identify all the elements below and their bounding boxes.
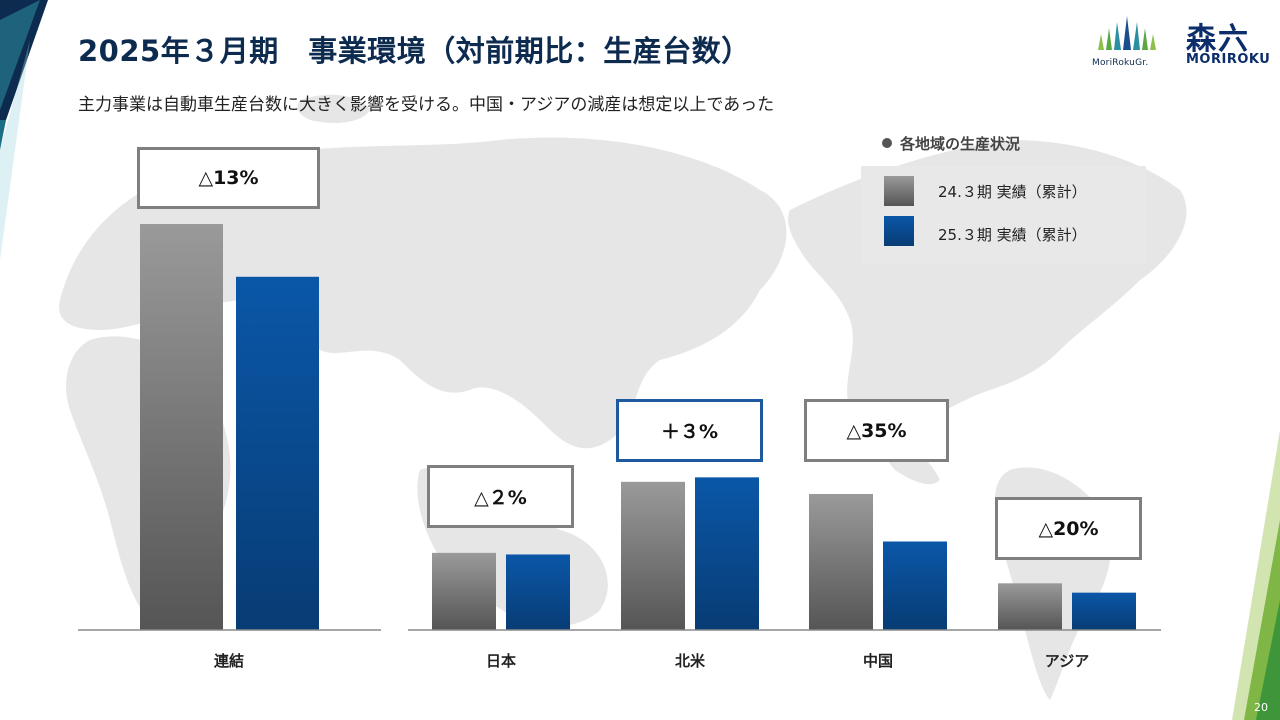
legend-swatch-prior [884, 176, 914, 206]
change-box-japan: △２% [427, 465, 574, 528]
bar-prior-china [809, 493, 873, 630]
category-label-asia: アジア [1044, 652, 1090, 670]
bullet-dot-icon [882, 138, 892, 148]
bar-current-north-america [695, 477, 759, 630]
category-label-japan: 日本 [485, 652, 516, 670]
category-label-consolidated: 連結 [213, 652, 244, 670]
bar-current-asia [1072, 592, 1136, 630]
bar-current-japan [506, 554, 570, 630]
category-label-north-america: 北米 [674, 652, 705, 670]
bar-current-consolidated [236, 276, 319, 630]
legend-label-current: 25.３期 実績（累計） [938, 226, 1087, 244]
legend-heading: 各地域の生産状況 [882, 133, 1020, 154]
bar-prior-asia [998, 583, 1062, 630]
mororoku-group-logo-icon [1098, 16, 1156, 50]
change-box-north-america: ＋３% [616, 399, 763, 462]
change-box-consolidated: △13% [137, 147, 320, 209]
bar-current-china [883, 541, 947, 630]
brand-logo-kanji: 森六 [1186, 22, 1250, 57]
page-title: 2025年３月期 事業環境（対前期比：生産台数） [78, 34, 751, 68]
left-decor [0, 0, 48, 260]
group-logo-text: MoriRokuGr. [1092, 58, 1149, 68]
bar-prior-japan [432, 552, 496, 630]
page-subtitle: 主力事業は自動車生産台数に大きく影響を受ける。中国・アジアの減産は想定以上であっ… [78, 95, 775, 115]
bars-layer [140, 224, 1136, 630]
bar-prior-north-america [621, 481, 685, 630]
legend-heading-text: 各地域の生産状況 [900, 135, 1021, 153]
brand-logo-text: MORIROKU [1186, 52, 1271, 67]
change-box-asia: △20% [995, 497, 1142, 560]
right-decor [1232, 430, 1280, 720]
category-label-china: 中国 [862, 652, 893, 670]
bar-prior-consolidated [140, 224, 223, 630]
change-box-china: △35% [804, 399, 949, 462]
legend-swatch-current [884, 216, 914, 246]
legend-label-prior: 24.３期 実績（累計） [938, 183, 1087, 201]
page-number: 20 [1254, 701, 1268, 714]
